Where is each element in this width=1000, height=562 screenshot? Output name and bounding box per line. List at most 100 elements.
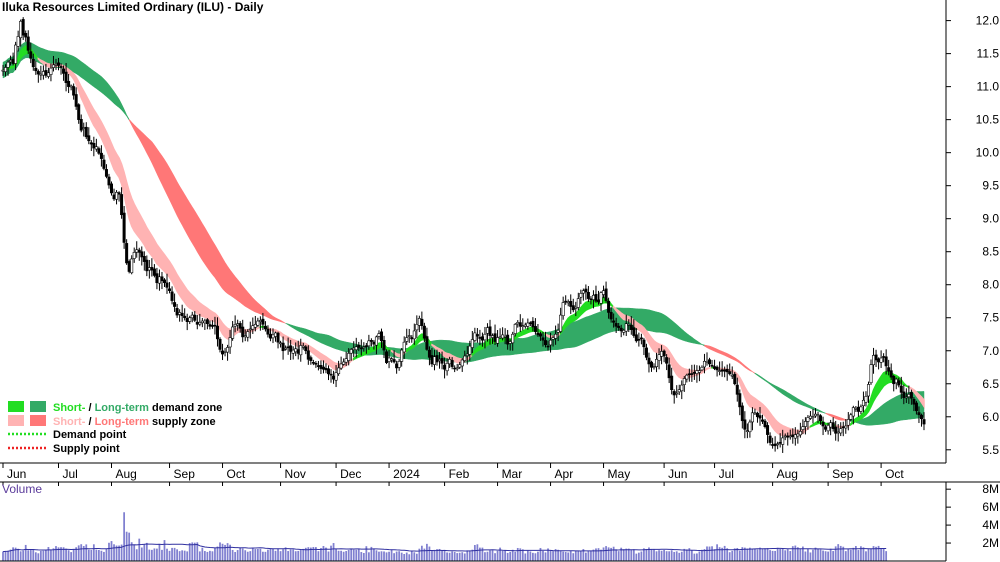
volume-bar xyxy=(461,552,464,561)
volume-bar xyxy=(4,551,7,561)
volume-bar xyxy=(509,551,512,561)
volume-bar xyxy=(708,546,711,561)
volume-axis: 8M 6M 4M 2M xyxy=(946,482,999,550)
volume-bar xyxy=(696,553,698,561)
volume-bar xyxy=(473,545,476,561)
price-candle xyxy=(914,400,918,415)
price-candle xyxy=(395,360,399,374)
price-candle xyxy=(528,321,532,327)
volume-bar xyxy=(224,544,226,561)
volume-bar xyxy=(602,547,605,561)
volume-bar xyxy=(27,550,30,561)
price-candle xyxy=(498,328,502,339)
price-candle xyxy=(702,353,706,374)
price-candle xyxy=(261,312,265,330)
price-candle xyxy=(309,355,313,365)
volume-bar xyxy=(516,547,519,561)
price-candle xyxy=(51,55,55,72)
volume-bar xyxy=(749,547,751,561)
price-candle xyxy=(710,359,714,368)
price-candle xyxy=(69,84,73,91)
volume-bar xyxy=(272,548,274,561)
volume-bar xyxy=(441,549,443,561)
volume-bar xyxy=(683,548,686,561)
volume-bar xyxy=(431,550,433,561)
price-candle xyxy=(637,332,641,347)
price-candle xyxy=(899,376,903,399)
price-candle xyxy=(594,285,598,303)
price-candle xyxy=(566,299,570,307)
volume-bar xyxy=(484,552,486,561)
price-candle xyxy=(238,321,242,333)
volume-bar xyxy=(781,548,784,561)
volume-bar xyxy=(103,551,105,561)
volume-bar xyxy=(216,546,219,561)
price-candle xyxy=(241,319,245,343)
volume-bar xyxy=(579,551,582,561)
price-candle xyxy=(122,206,126,249)
volume-bar xyxy=(511,549,514,561)
price-candle xyxy=(205,318,209,330)
legend-swatch-long xyxy=(30,415,46,426)
volume-bar xyxy=(721,547,724,561)
volume-bar xyxy=(519,548,522,561)
price-candle xyxy=(869,359,873,385)
price-candle xyxy=(21,17,25,40)
price-candle xyxy=(147,259,151,279)
volume-bar xyxy=(39,550,42,561)
volume-bar xyxy=(330,545,332,561)
volume-bar xyxy=(660,550,663,561)
price-candle xyxy=(513,322,517,337)
price-candle xyxy=(263,321,267,332)
volume-bar xyxy=(665,551,668,561)
volume-bar xyxy=(246,551,249,561)
volume-bar xyxy=(395,551,398,561)
volume-bar xyxy=(418,548,421,561)
price-candle xyxy=(175,303,179,318)
volume-bar xyxy=(741,547,744,561)
volume-bar xyxy=(42,550,45,561)
volume-bar xyxy=(653,548,655,561)
volume-bar xyxy=(22,550,25,561)
price-candle xyxy=(607,297,611,319)
volume-bar xyxy=(105,548,108,561)
volume-bar xyxy=(153,548,156,561)
volume-bar xyxy=(501,550,504,561)
price-tick-label: 11.0 xyxy=(977,80,1000,94)
volume-bar xyxy=(678,552,681,561)
price-candle xyxy=(104,164,108,179)
price-candle xyxy=(127,259,131,274)
price-candle xyxy=(155,267,159,290)
price-candle xyxy=(77,103,81,124)
price-candle xyxy=(554,325,558,345)
volume-bar xyxy=(875,546,877,561)
volume-bar xyxy=(829,548,832,561)
volume-bar xyxy=(138,538,141,561)
volume-bar xyxy=(673,551,676,561)
volume-bar xyxy=(176,549,178,561)
volume-bar xyxy=(597,548,600,561)
volume-bar xyxy=(254,549,257,561)
month-tick-label: Jul xyxy=(63,467,78,481)
price-candle xyxy=(657,348,661,370)
volume-bar xyxy=(226,543,229,561)
price-candle xyxy=(84,122,88,140)
price-candle xyxy=(604,281,608,303)
volume-bar xyxy=(206,551,209,561)
volume-bar xyxy=(201,547,204,561)
price-tick-label: 7.0 xyxy=(982,344,999,358)
month-tick-label: Oct xyxy=(885,467,904,481)
price-candle xyxy=(405,328,409,346)
volume-bar xyxy=(794,545,797,561)
volume-bar xyxy=(723,545,726,561)
price-candle xyxy=(82,122,86,137)
price-candle xyxy=(397,359,401,371)
price-candle xyxy=(276,331,280,349)
price-candle xyxy=(374,335,378,355)
price-candle xyxy=(367,334,371,350)
volume-bar xyxy=(188,543,191,561)
price-candle xyxy=(549,332,553,353)
volume-bar xyxy=(625,548,628,561)
month-gridlines xyxy=(2,463,882,486)
volume-bar xyxy=(229,544,231,561)
